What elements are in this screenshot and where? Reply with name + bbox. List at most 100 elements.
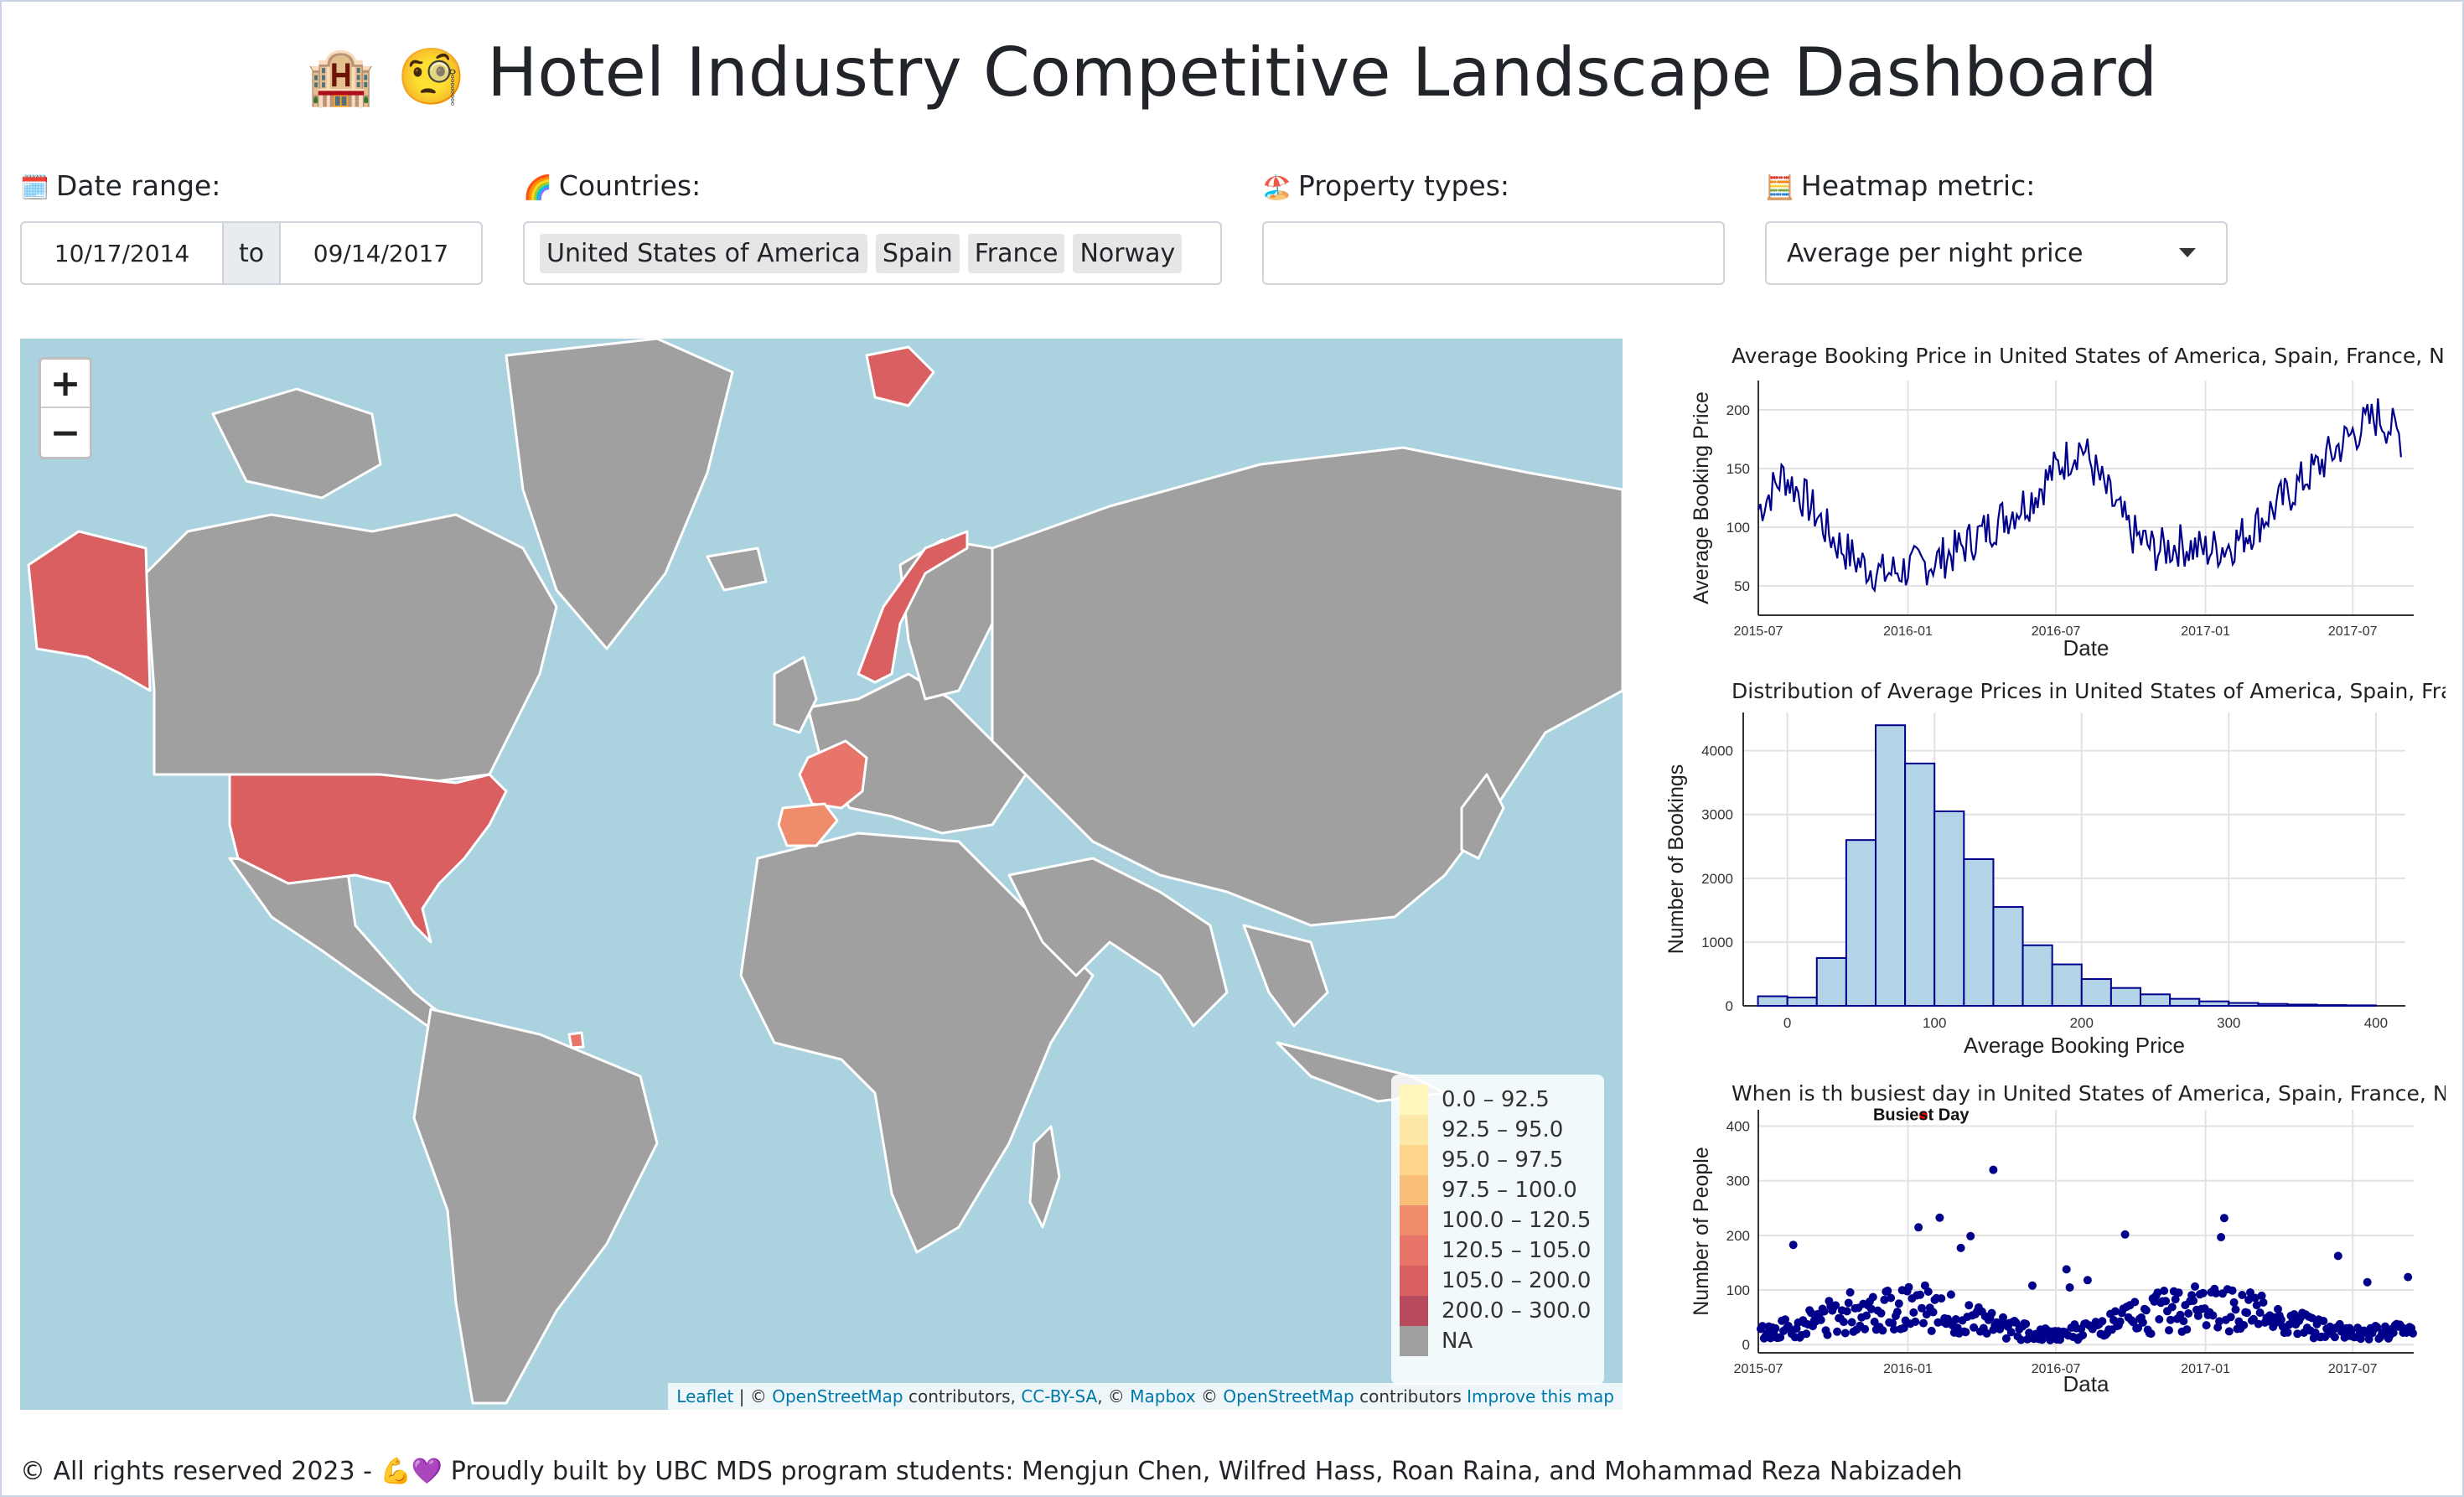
histogram-bar [2021,944,2053,1007]
country-chip-norway[interactable]: Norway [1073,233,1183,273]
legend-row: 95.0 – 97.5 [1400,1145,1596,1175]
scatter-point [1880,1295,1889,1304]
scatter-point [1923,1287,1933,1296]
scatter-point [1892,1308,1902,1317]
scatter-point [2182,1325,2192,1334]
scatter-point [1894,1299,1903,1308]
scatter-point [1956,1243,1965,1252]
scatter-point [2252,1301,2261,1310]
alaska-shape [27,530,152,692]
flexed-biceps-heart-icon: 💪💜 [380,1457,443,1486]
scatter-point [2184,1309,2193,1318]
scatter-point [2238,1291,2247,1299]
histogram-bar [1992,906,2024,1007]
japan-shape [1460,773,1505,860]
scatter-point [1951,1315,1960,1323]
price-series-line [1757,398,2402,593]
scatter-point [1757,1322,1767,1331]
mapbox-link[interactable]: Mapbox [1130,1386,1196,1406]
scatter-point [1842,1307,1851,1316]
scatter-point [2293,1329,2302,1339]
footer: © All rights reserved 2023 - 💪💜 Proudly … [20,1457,1963,1486]
scatter-point [1918,1303,1926,1313]
world-map[interactable]: + − 0.0 – 92.5 92.5 – 95.0 95.0 – 97.5 9… [20,339,1623,1410]
country-chip-spain[interactable]: Spain [875,233,960,273]
histogram-bar [2198,1000,2230,1007]
start-date-input[interactable]: 10/17/2014 [54,239,190,267]
scatter-point [2202,1321,2211,1330]
leaflet-link[interactable]: Leaflet [676,1386,734,1406]
improve-map-link[interactable]: Improve this map [1467,1386,1614,1406]
y-axis-title: Number of People [1690,1147,1713,1316]
scatter-point [2239,1321,2249,1329]
scatter-point [2219,1214,2228,1223]
scatter-point [1928,1308,1938,1317]
scatter-point [1964,1301,1974,1310]
scatter-point [2229,1298,2239,1307]
scatter-point [2254,1319,2263,1329]
y-tick-label: 2000 [1701,871,1733,887]
legend-swatch [1400,1235,1428,1266]
scatter-point [1823,1330,1832,1339]
zoom-out-button[interactable]: − [49,411,81,454]
countries-multiselect[interactable]: United States of America Spain France No… [523,221,1222,285]
country-chip-usa[interactable]: United States of America [540,233,867,273]
middle-east-india-shape [1007,857,1229,1028]
y-axis-title: Average Booking Price [1690,391,1713,604]
scatter-point [2283,1328,2292,1337]
scatter-point [1868,1292,1877,1302]
scatter-point [1970,1323,1979,1332]
scatter-point [2083,1276,2092,1285]
scatter-point [1946,1290,1955,1299]
africa-shape [739,831,1095,1254]
heatmap-metric-select[interactable]: Average per night price [1765,221,2228,285]
scatter-point [1904,1282,1913,1292]
osm-link-2[interactable]: OpenStreetMap [1223,1386,1354,1406]
x-axis-title: Date [2063,635,2109,660]
scatter-point [2246,1288,2254,1297]
scatter-point [2285,1320,2294,1329]
scatter-point [2255,1308,2265,1318]
y-tick-label: 0 [1742,1337,1750,1353]
scatter-point [2274,1304,2282,1313]
usa-shape [228,773,508,944]
x-tick-label: 2017-07 [2328,1362,2378,1376]
y-tick-label: 50 [1734,578,1750,594]
scatter-point [1887,1293,1896,1303]
x-tick-label: 2015-07 [1734,1362,1783,1376]
scatter-point [2364,1334,2373,1344]
line-chart-panel: Average Booking Price in United States o… [1659,339,2447,674]
osm-link[interactable]: OpenStreetMap [772,1386,903,1406]
ccbysa-link[interactable]: CC-BY-SA [1021,1386,1098,1406]
title-text: Hotel Industry Competitive Landscape Das… [487,34,2158,111]
countries-label: 🌈 Countries: [523,169,701,202]
uk-shape [773,655,818,734]
x-tick-label: 2017-07 [2328,624,2378,639]
scatter-point [1833,1327,1842,1336]
zoom-in-button[interactable]: + [41,360,90,408]
histogram-bar [2080,978,2112,1007]
scatter-point [1862,1311,1871,1320]
scatter-point [2098,1317,2107,1326]
russia-asia-shape [991,446,1623,927]
scatter-point [2001,1334,2011,1343]
histogram-bar [2228,1002,2260,1007]
y-tick-label: 4000 [1701,743,1733,759]
end-date-input[interactable]: 09/14/2017 [313,239,449,267]
legend-swatch [1400,1266,1428,1296]
scatter-point [1847,1318,1856,1327]
french-guiana-shape [567,1031,585,1049]
scatter-point [1966,1231,1975,1241]
scatter-point [2389,1329,2398,1338]
madagascar-shape [1028,1125,1061,1229]
scatter-point [2198,1288,2208,1298]
scatter-point [1776,1333,1785,1342]
country-chip-france[interactable]: France [967,233,1065,273]
map-legend: 0.0 – 92.5 92.5 – 95.0 95.0 – 97.5 97.5 … [1391,1075,1604,1385]
scatter-point [2330,1333,2339,1342]
histogram-bar [1815,956,1847,1007]
scatter-point [2021,1319,2031,1329]
scatter-point [2276,1315,2285,1324]
scatter-point [1861,1324,1870,1334]
property-types-multiselect[interactable] [1262,221,1725,285]
